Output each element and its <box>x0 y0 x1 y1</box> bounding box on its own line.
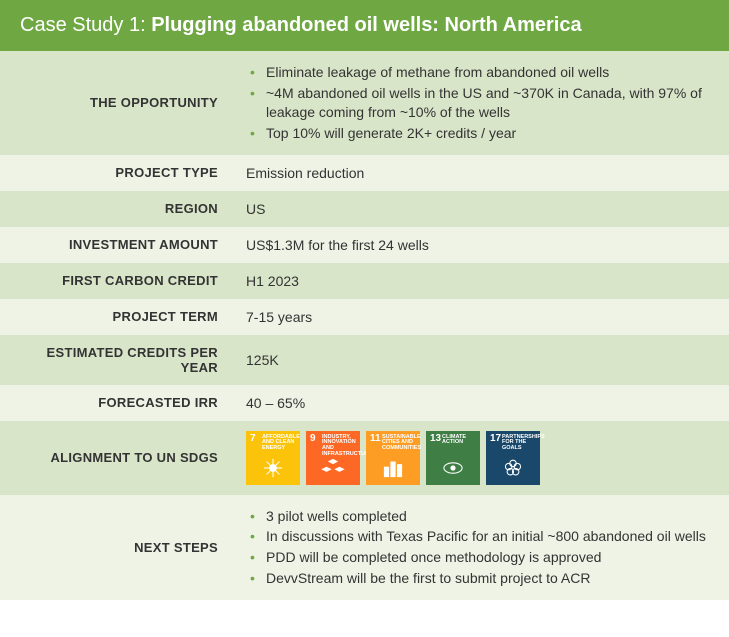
sdg-number: 13 <box>430 434 441 444</box>
case-study-table: THE OPPORTUNITY Eliminate leakage of meth… <box>0 51 729 600</box>
table-row: PROJECT TYPEEmission reduction <box>0 155 729 191</box>
row-label: PROJECT TERM <box>0 299 232 335</box>
bullet-list: Eliminate leakage of methane from abando… <box>246 63 715 143</box>
sdg-tile: 17PARTNERSHIPS FOR THE GOALS <box>486 431 540 485</box>
sdg-icon <box>486 455 540 481</box>
bullet-item: ~4M abandoned oil wells in the US and ~3… <box>250 84 715 122</box>
table-row: FIRST CARBON CREDITH1 2023 <box>0 263 729 299</box>
row-label: FORECASTED IRR <box>0 385 232 421</box>
sdg-number: 9 <box>310 434 316 444</box>
sdg-tile: 7 AFFORDABLE AND CLEAN ENERGY <box>246 431 300 485</box>
row-label: PROJECT TYPE <box>0 155 232 191</box>
row-value: 7 AFFORDABLE AND CLEAN ENERGY 9INDUSTRY, I… <box>232 421 729 495</box>
sdg-number: 7 <box>250 434 256 444</box>
sdg-text: AFFORDABLE AND CLEAN ENERGY <box>262 435 298 452</box>
bullet-item: Eliminate leakage of methane from abando… <box>250 63 715 82</box>
sdg-text: PARTNERSHIPS FOR THE GOALS <box>502 435 538 452</box>
row-value: H1 2023 <box>232 263 729 299</box>
sdg-row: 7 AFFORDABLE AND CLEAN ENERGY 9INDUSTRY, I… <box>246 431 715 485</box>
bullet-item: In discussions with Texas Pacific for an… <box>250 527 715 546</box>
row-value: Emission reduction <box>232 155 729 191</box>
sdg-text: CLIMATE ACTION <box>442 435 478 447</box>
header-title: Plugging abandoned oil wells: North Amer… <box>151 14 581 36</box>
table-row: REGIONUS <box>0 191 729 227</box>
bullet-item: DevvStream will be the first to submit p… <box>250 569 715 588</box>
sdg-icon <box>306 455 360 481</box>
sdg-number: 17 <box>490 434 501 444</box>
sdg-tile: 13CLIMATE ACTION <box>426 431 480 485</box>
row-label: ESTIMATED CREDITS PER YEAR <box>0 335 232 385</box>
table-row: ESTIMATED CREDITS PER YEAR125K <box>0 335 729 385</box>
sdg-icon <box>246 455 300 481</box>
sdg-text: SUSTAINABLE CITIES AND COMMUNITIES <box>382 435 418 452</box>
sdg-icon <box>426 455 480 481</box>
sdg-icon <box>366 455 420 481</box>
row-value: 7-15 years <box>232 299 729 335</box>
row-label: THE OPPORTUNITY <box>0 51 232 155</box>
table-row: FORECASTED IRR40 – 65% <box>0 385 729 421</box>
bullet-list: 3 pilot wells completedIn discussions wi… <box>246 507 715 589</box>
header-prefix: Case Study 1: <box>20 14 151 36</box>
table-row: THE OPPORTUNITY Eliminate leakage of meth… <box>0 51 729 155</box>
row-value: Eliminate leakage of methane from abando… <box>232 51 729 155</box>
bullet-item: PDD will be completed once methodology i… <box>250 548 715 567</box>
table-row: NEXT STEPS3 pilot wells completedIn disc… <box>0 495 729 601</box>
row-value: 3 pilot wells completedIn discussions wi… <box>232 495 729 601</box>
row-label: REGION <box>0 191 232 227</box>
sdg-tile: 9INDUSTRY, INNOVATION AND INFRASTRUCTURE <box>306 431 360 485</box>
row-value: 125K <box>232 335 729 385</box>
row-value: US <box>232 191 729 227</box>
row-label: INVESTMENT AMOUNT <box>0 227 232 263</box>
row-label: FIRST CARBON CREDIT <box>0 263 232 299</box>
header: Case Study 1: Plugging abandoned oil wel… <box>0 0 729 51</box>
sdg-number: 11 <box>370 434 381 444</box>
bullet-item: 3 pilot wells completed <box>250 507 715 526</box>
row-label: ALIGNMENT TO UN SDGS <box>0 421 232 495</box>
row-label: NEXT STEPS <box>0 495 232 601</box>
table-row: ALIGNMENT TO UN SDGS 7 AFFORDABLE AND CLEA… <box>0 421 729 495</box>
row-value: US$1.3M for the first 24 wells <box>232 227 729 263</box>
row-value: 40 – 65% <box>232 385 729 421</box>
table-row: INVESTMENT AMOUNTUS$1.3M for the first 2… <box>0 227 729 263</box>
bullet-item: Top 10% will generate 2K+ credits / year <box>250 124 715 143</box>
table-row: PROJECT TERM7-15 years <box>0 299 729 335</box>
sdg-tile: 11SUSTAINABLE CITIES AND COMMUNITIES <box>366 431 420 485</box>
